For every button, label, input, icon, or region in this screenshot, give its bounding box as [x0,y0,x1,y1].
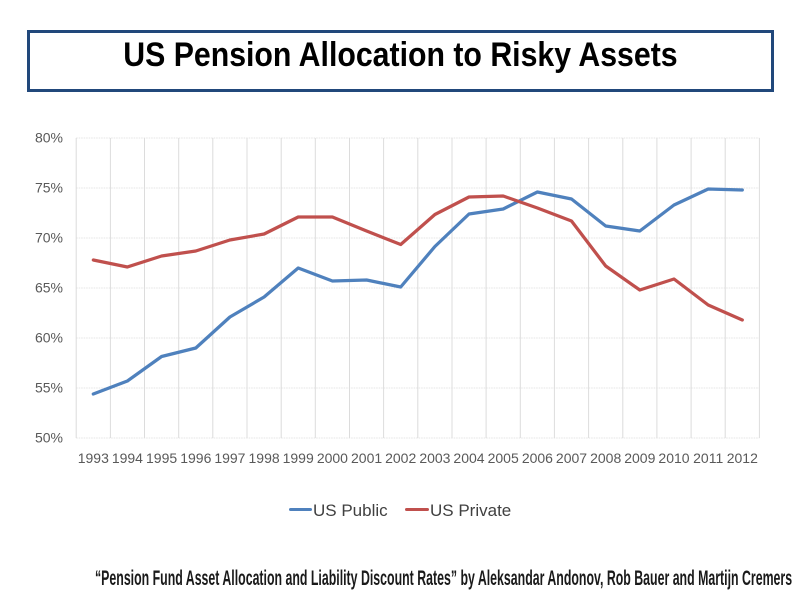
svg-text:1996: 1996 [180,450,211,466]
svg-text:2010: 2010 [658,450,689,466]
svg-text:1993: 1993 [78,450,109,466]
svg-text:50%: 50% [35,430,63,446]
svg-text:2003: 2003 [419,450,450,466]
svg-text:1994: 1994 [112,450,143,466]
svg-text:2004: 2004 [453,450,484,466]
svg-text:2002: 2002 [385,450,416,466]
svg-text:80%: 80% [35,130,63,146]
svg-text:60%: 60% [35,330,63,346]
svg-text:1999: 1999 [283,450,314,466]
svg-text:2007: 2007 [556,450,587,466]
svg-text:65%: 65% [35,280,63,296]
svg-text:2001: 2001 [351,450,382,466]
svg-text:1995: 1995 [146,450,177,466]
svg-text:2006: 2006 [522,450,553,466]
svg-text:2008: 2008 [590,450,621,466]
svg-text:2011: 2011 [693,450,723,466]
svg-text:70%: 70% [35,230,63,246]
svg-text:1998: 1998 [249,450,280,466]
svg-text:2012: 2012 [727,450,758,466]
svg-text:1997: 1997 [214,450,245,466]
svg-text:2005: 2005 [488,450,519,466]
svg-text:75%: 75% [35,180,63,196]
svg-text:2009: 2009 [624,450,655,466]
svg-text:2000: 2000 [317,450,348,466]
svg-text:55%: 55% [35,380,63,396]
